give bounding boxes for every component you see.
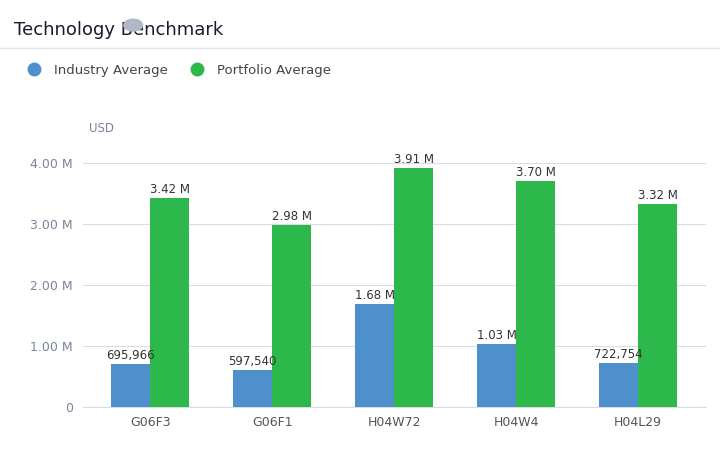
- Bar: [150, 198, 189, 407]
- Text: 722,754: 722,754: [595, 348, 643, 361]
- Bar: [477, 344, 516, 407]
- Bar: [233, 370, 272, 407]
- Text: 1.68 M: 1.68 M: [355, 289, 395, 302]
- Bar: [638, 204, 678, 407]
- Text: Technology Benchmark: Technology Benchmark: [14, 21, 224, 38]
- Text: 2.98 M: 2.98 M: [271, 210, 312, 223]
- Text: 3.32 M: 3.32 M: [638, 189, 678, 202]
- Bar: [272, 225, 311, 407]
- Text: 1.03 M: 1.03 M: [477, 329, 517, 342]
- Bar: [395, 169, 433, 407]
- Text: 695,966: 695,966: [107, 349, 155, 362]
- Text: 597,540: 597,540: [228, 355, 277, 368]
- Bar: [599, 363, 638, 407]
- Text: i: i: [132, 21, 135, 30]
- Text: USD: USD: [89, 122, 114, 135]
- Text: 3.70 M: 3.70 M: [516, 166, 556, 179]
- Bar: [355, 304, 395, 407]
- Legend: Industry Average, Portfolio Average: Industry Average, Portfolio Average: [21, 64, 330, 77]
- Bar: [516, 181, 555, 407]
- Text: 3.42 M: 3.42 M: [150, 183, 189, 196]
- Text: 3.91 M: 3.91 M: [394, 154, 433, 166]
- Bar: [111, 364, 150, 407]
